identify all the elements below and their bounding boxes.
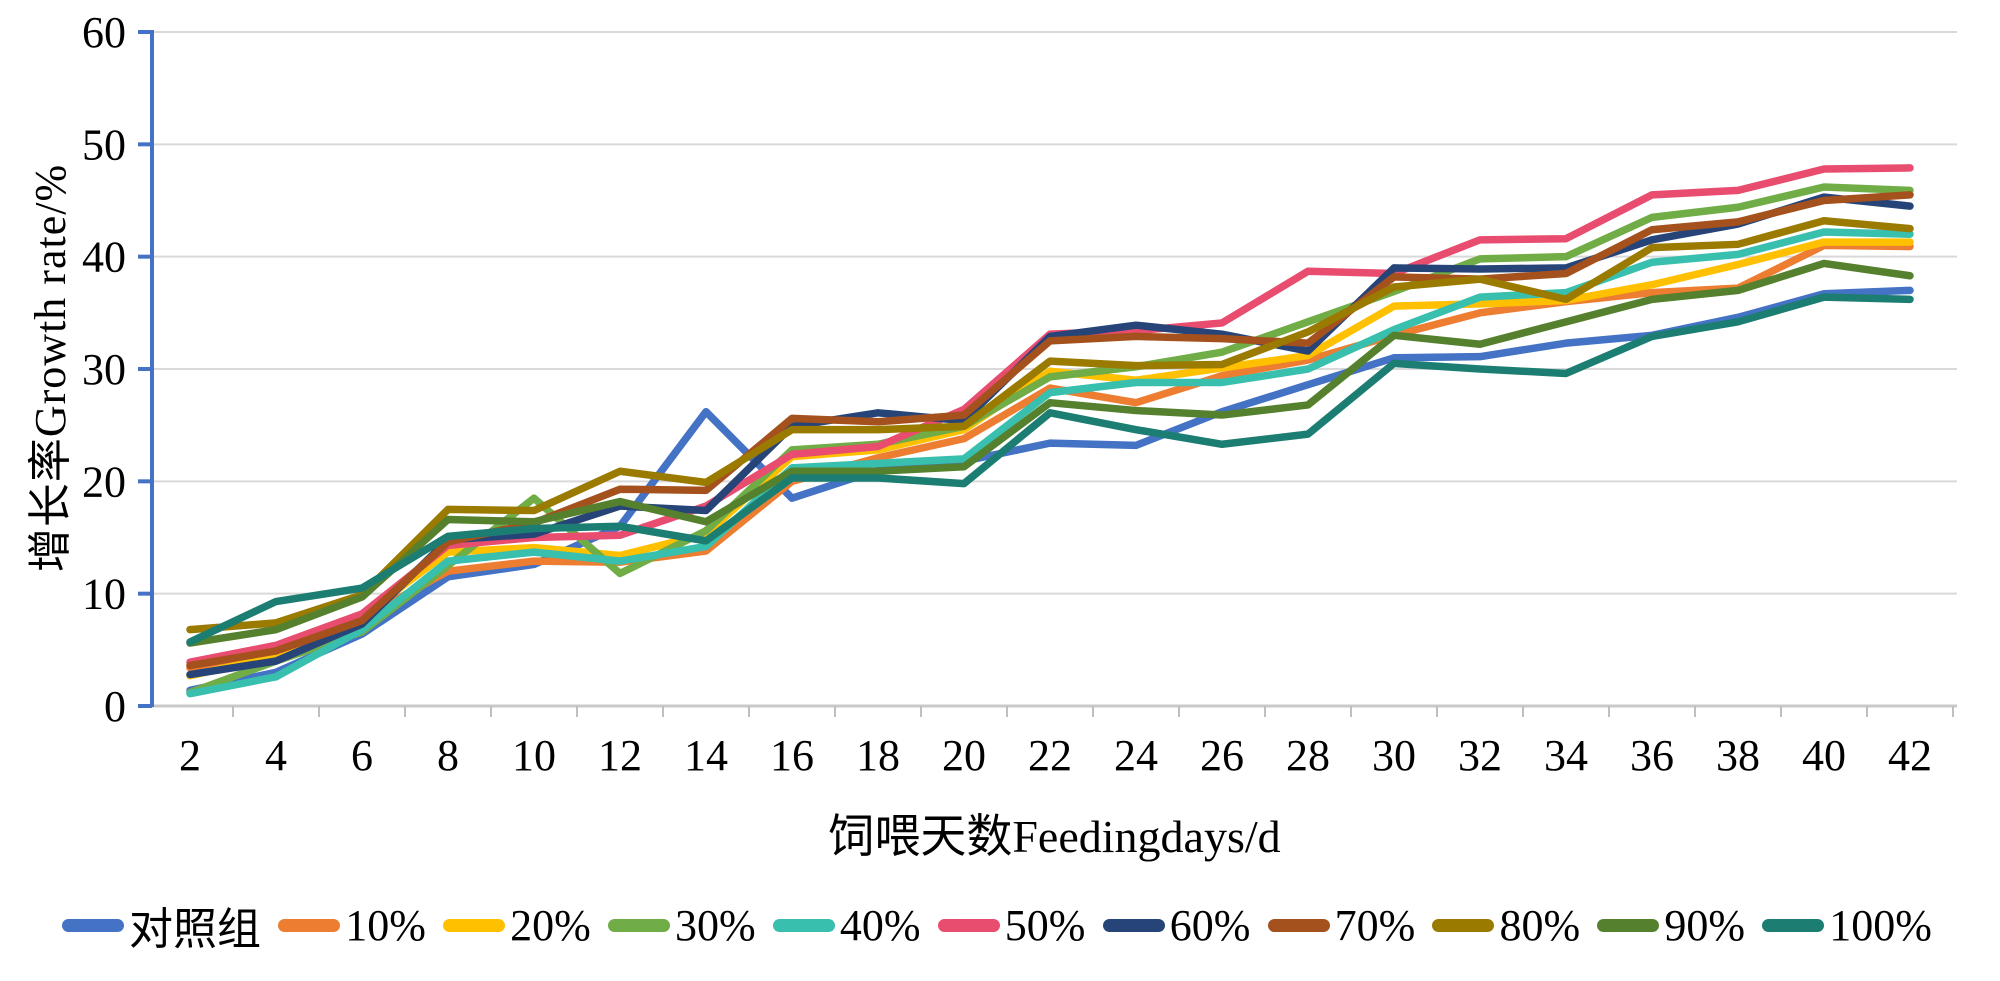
series-line-对照组 [186,286,1914,695]
x-tick-label-18: 18 [856,731,900,780]
legend-item-20%: 20% [443,900,591,951]
legend-swatch-30% [608,918,671,932]
chart-legend: 对照组 10% 20% 30% 40% 50% 60% 70% 80% 90% 100% [62,893,1932,957]
y-tick-label-50: 50 [82,120,126,169]
legend-label-对照组: 对照组 [129,905,261,954]
y-tick-label-0: 0 [104,682,126,731]
series-line-100% [186,293,1914,646]
x-tick-label-16: 16 [770,731,814,780]
legend-label-70%: 70% [1334,900,1416,950]
legend-swatch-60% [1102,918,1165,932]
x-tick-label-38: 38 [1716,731,1760,780]
legend-label-90%: 90% [1664,900,1746,950]
legend-label-100%: 100% [1829,900,1932,950]
legend-item-30%: 30% [608,900,756,951]
legend-item-80%: 80% [1432,900,1580,951]
x-tick-label-22: 22 [1028,731,1072,780]
legend-swatch-80% [1432,918,1495,932]
x-tick-label-10: 10 [512,731,556,780]
y-tick-label-10: 10 [82,570,126,619]
legend-label-10%: 10% [345,900,426,950]
x-tick-label-26: 26 [1200,731,1244,780]
x-tick-label-24: 24 [1114,731,1158,780]
legend-swatch-50% [937,918,1000,932]
legend-item-90%: 90% [1597,900,1745,951]
y-tick-label-60: 60 [82,8,126,57]
legend-swatch-90% [1597,918,1660,932]
x-tick-label-8: 8 [437,731,459,780]
x-tick-label-12: 12 [598,731,642,780]
legend-label-80%: 80% [1499,900,1581,950]
series-line-90% [186,259,1914,647]
x-tick-label-42: 42 [1888,731,1932,780]
legend-item-40%: 40% [772,900,921,951]
x-tick-label-34: 34 [1544,731,1588,780]
legend-label-20%: 20% [510,900,591,950]
legend-swatch-40% [772,918,835,932]
series-line-20% [186,238,1914,680]
series-line-60% [186,193,1914,679]
x-tick-label-6: 6 [351,731,373,780]
legend-swatch-100% [1762,918,1825,932]
x-axis-title: 饲喂天数Feedingdays/d [828,811,1281,862]
x-tick-label-28: 28 [1286,731,1330,780]
series-line-80% [186,216,1914,634]
legend-item-10%: 10% [278,900,426,951]
legend-item-50%: 50% [937,900,1086,951]
legend-label-40%: 40% [839,900,921,950]
legend-swatch-20% [443,918,506,932]
x-tick-label-36: 36 [1630,731,1674,780]
y-tick-label-30: 30 [82,345,126,394]
legend-item-60%: 60% [1102,900,1251,951]
x-tick-label-20: 20 [942,731,986,780]
x-tick-label-30: 30 [1372,731,1416,780]
legend-swatch-10% [278,918,341,932]
x-tick-label-4: 4 [265,731,287,780]
y-tick-label-20: 20 [82,457,126,506]
series-line-40% [186,228,1914,698]
legend-swatch-70% [1267,918,1330,932]
legend-label-60%: 60% [1169,900,1251,950]
x-tick-label-2: 2 [179,731,201,780]
legend-swatch-对照组 [62,918,124,932]
x-tick-label-32: 32 [1458,731,1502,780]
legend-label-50%: 50% [1004,900,1086,950]
y-tick-label-40: 40 [82,233,126,282]
series-line-10% [186,241,1914,672]
legend-item-70%: 70% [1267,900,1416,951]
legend-item-100%: 100% [1762,900,1932,951]
x-tick-label-14: 14 [684,731,728,780]
legend-item-对照组: 对照组 [62,893,261,957]
x-tick-label-40: 40 [1802,731,1846,780]
legend-label-30%: 30% [675,900,756,950]
